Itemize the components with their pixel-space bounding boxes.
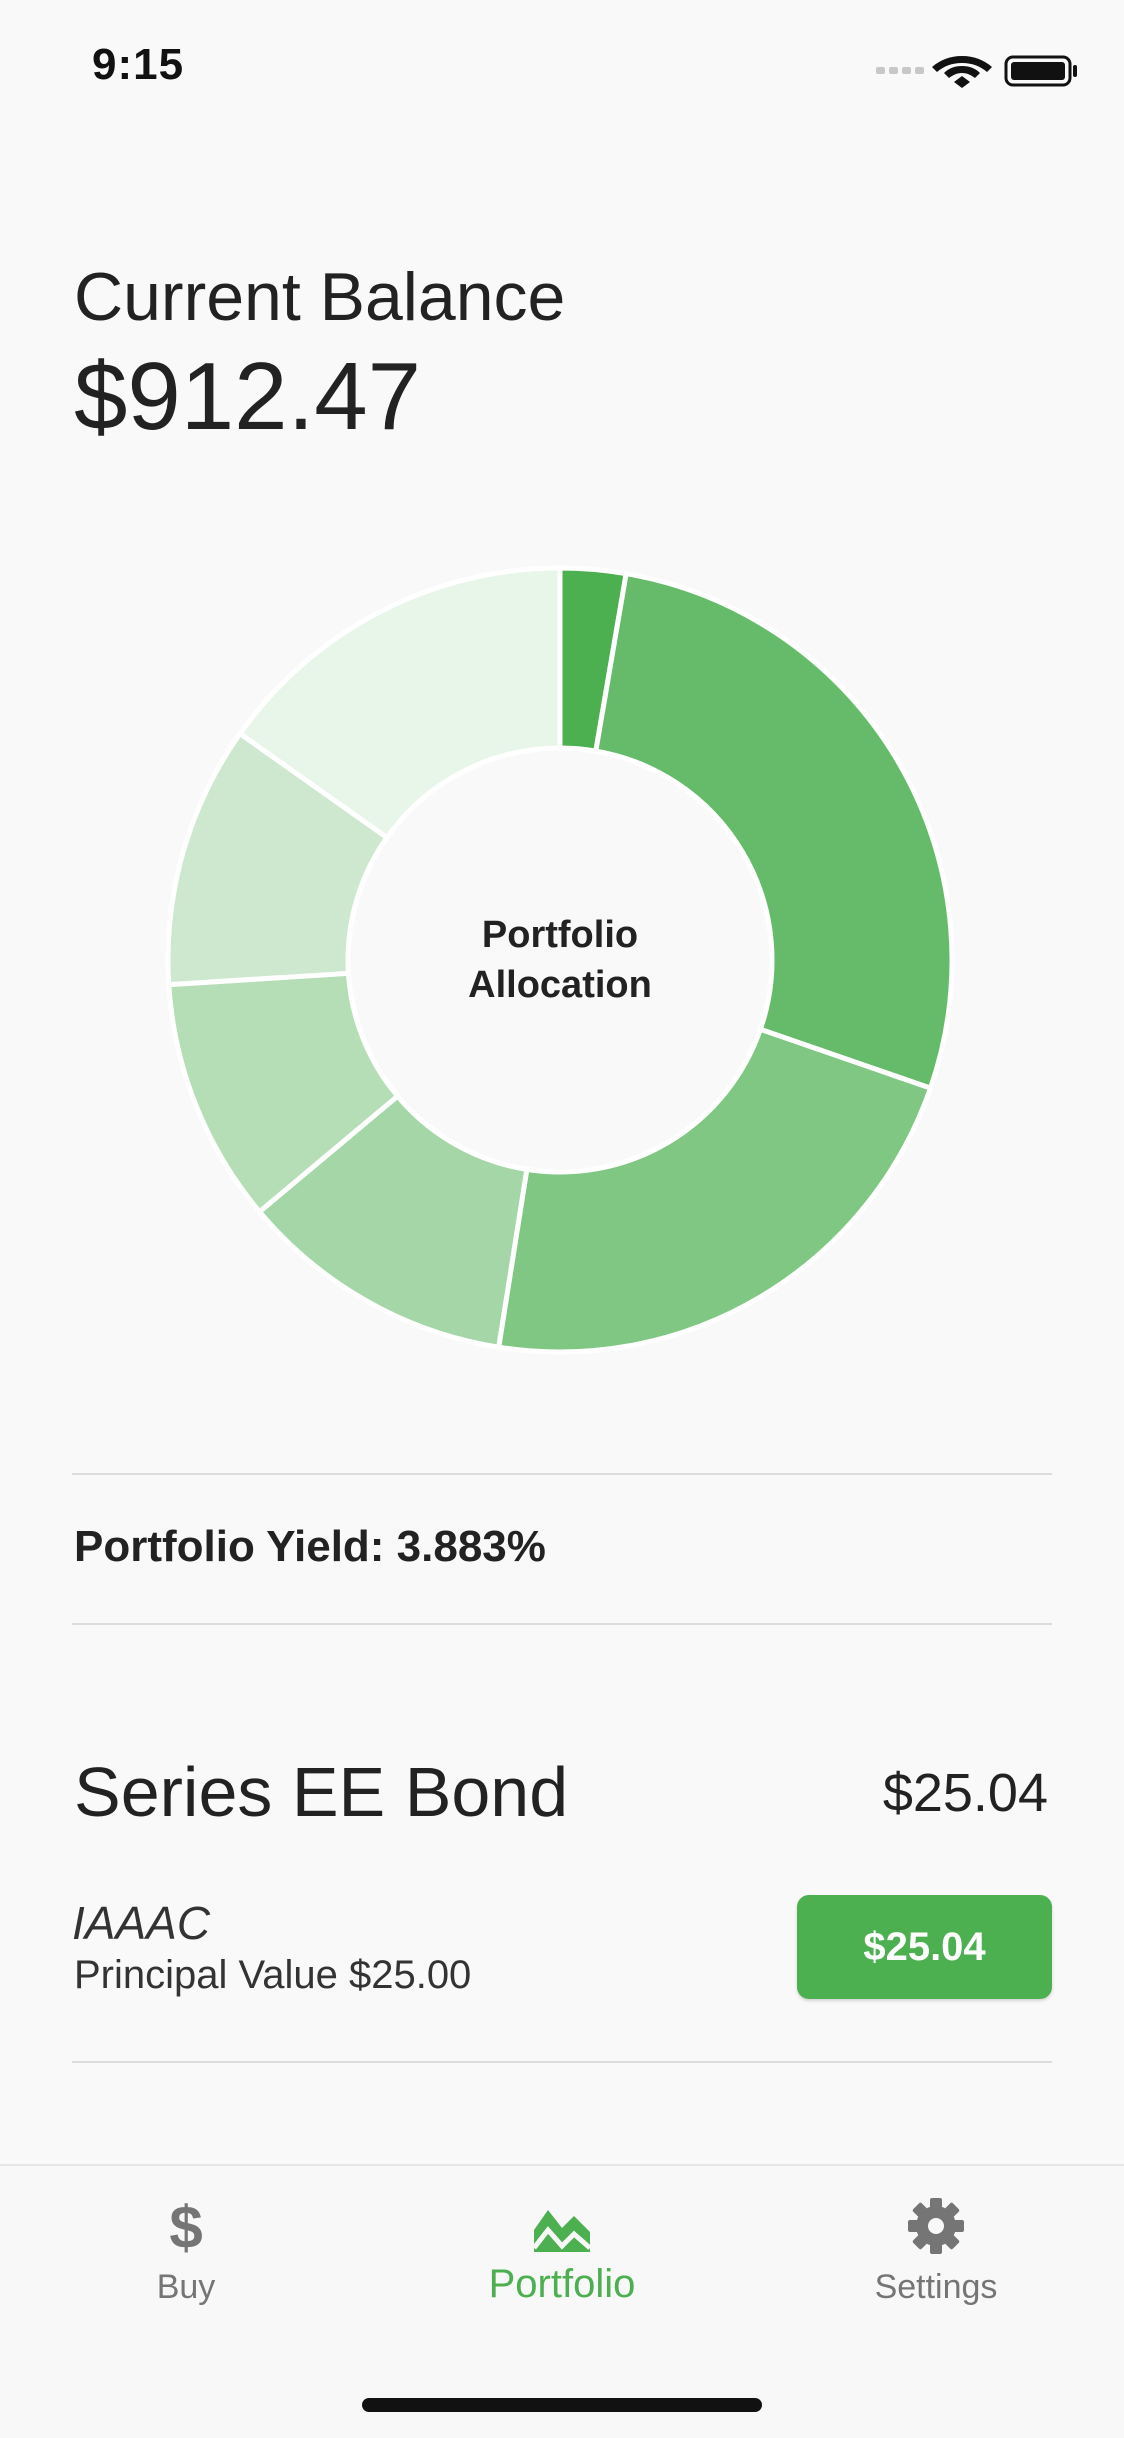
gear-icon — [906, 2196, 966, 2256]
wifi-icon — [932, 56, 992, 88]
svg-text:$: $ — [169, 2196, 202, 2256]
dollar-icon: $ — [166, 2196, 206, 2256]
chart-icon — [532, 2202, 592, 2254]
divider-bottom — [72, 2061, 1052, 2063]
tab-portfolio[interactable]: Portfolio — [412, 2196, 712, 2336]
bond-name[interactable]: Series EE Bond — [74, 1752, 568, 1832]
status-bar: 9:15 — [0, 0, 1124, 140]
divider-top — [72, 1473, 1052, 1475]
donut-slice-3 — [499, 1029, 931, 1352]
bond-value: $25.04 — [883, 1762, 1048, 1824]
signal-icon — [876, 67, 924, 74]
status-icons — [874, 50, 1084, 90]
tab-settings[interactable]: Settings — [786, 2196, 1086, 2336]
portfolio-yield: Portfolio Yield: 3.883% — [74, 1522, 546, 1572]
bond-code: IAAAC — [72, 1896, 210, 1950]
balance-label: Current Balance — [74, 258, 565, 336]
tab-label-buy: Buy — [36, 2268, 336, 2307]
battery-icon — [1006, 57, 1077, 85]
tab-label-settings: Settings — [786, 2268, 1086, 2307]
tab-buy[interactable]: $ Buy — [36, 2196, 336, 2336]
home-indicator — [362, 2398, 762, 2412]
status-time: 9:15 — [92, 40, 184, 90]
divider-middle — [72, 1623, 1052, 1625]
portfolio-allocation-chart: Portfolio Allocation — [160, 560, 960, 1360]
bond-value-button[interactable]: $25.04 — [797, 1895, 1052, 1999]
donut-chart-svg — [160, 560, 960, 1360]
balance-value: $912.47 — [74, 342, 421, 452]
bond-principal-value: Principal Value $25.00 — [74, 1953, 471, 1998]
tab-label-portfolio: Portfolio — [412, 2262, 712, 2307]
donut-slice-2 — [596, 574, 952, 1089]
tab-bar: $ Buy Portfolio Settings — [0, 2164, 1124, 2438]
